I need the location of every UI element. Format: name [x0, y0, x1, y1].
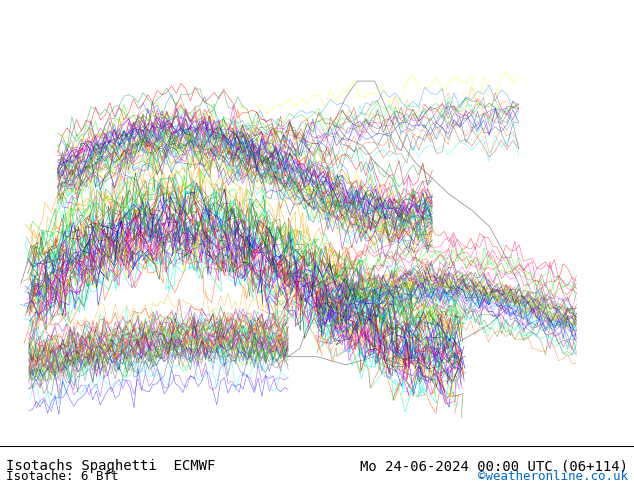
Text: Mo 24-06-2024 00:00 UTC (06+114): Mo 24-06-2024 00:00 UTC (06+114)	[359, 459, 628, 473]
Text: Isotachs Spaghetti  ECMWF: Isotachs Spaghetti ECMWF	[6, 459, 216, 473]
Text: ©weatheronline.co.uk: ©weatheronline.co.uk	[477, 470, 628, 483]
Polygon shape	[317, 341, 553, 405]
Polygon shape	[507, 268, 582, 316]
Text: Isotache: 6 Bft: Isotache: 6 Bft	[6, 470, 119, 483]
Polygon shape	[0, 0, 288, 446]
Polygon shape	[317, 146, 403, 235]
